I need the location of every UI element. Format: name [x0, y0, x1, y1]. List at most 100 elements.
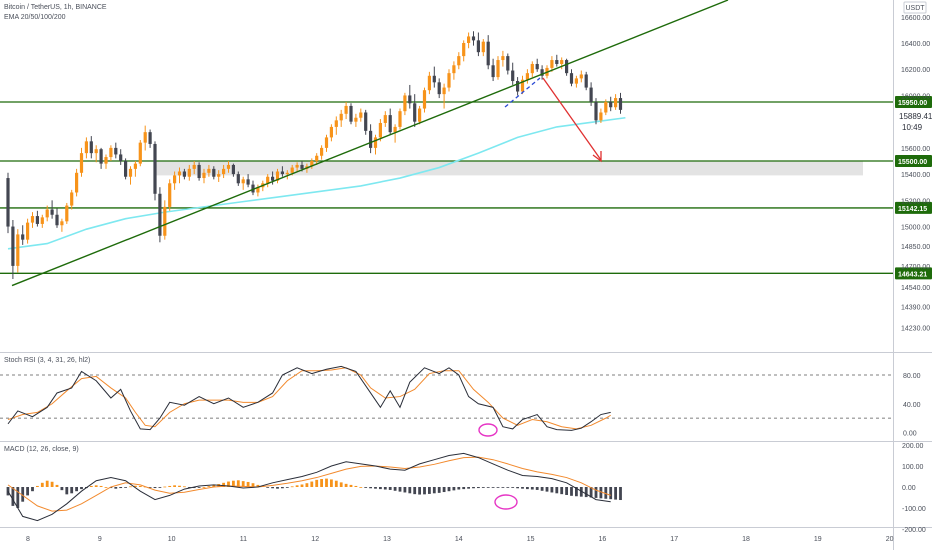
arrow-line	[542, 77, 602, 161]
macd-histogram-bar	[369, 487, 372, 489]
macd-histogram-bar	[599, 487, 603, 499]
candle-body	[128, 168, 133, 177]
macd-histogram-bar	[364, 487, 368, 488]
current-price-tag: 15889.41 10:49	[895, 109, 932, 133]
macd-histogram-bar	[584, 487, 588, 498]
macd-histogram-bar	[521, 487, 524, 489]
candle-body	[511, 70, 515, 82]
candle-body	[285, 172, 289, 175]
candle-body	[599, 112, 603, 121]
candle-body	[614, 98, 618, 108]
candle-body	[491, 65, 495, 78]
macd-histogram-bar	[442, 487, 446, 493]
legend-ema[interactable]: EMA 20/50/100/200	[4, 14, 66, 21]
price-tick-label: 14850.00	[901, 244, 930, 251]
candle-body	[256, 187, 260, 193]
macd-histogram-bar	[114, 487, 118, 489]
macd-histogram-bar	[207, 486, 211, 487]
legend-macd[interactable]: MACD (12, 26, close, 9)	[4, 446, 79, 453]
candle-body	[79, 153, 84, 173]
candle-body	[364, 112, 368, 131]
macd-histogram-bar	[285, 487, 289, 488]
macd-histogram-bar	[148, 487, 152, 488]
candle-body	[231, 164, 235, 175]
candle-body	[579, 74, 583, 79]
candle-body	[300, 164, 304, 169]
macd-signal-line	[7, 456, 611, 512]
candle-body	[432, 75, 436, 83]
candle-body	[158, 193, 162, 236]
macd-histogram-bar	[168, 485, 172, 487]
support-resistance-levels[interactable]: 15950.00 15500.00 15142.15 14643.21	[0, 96, 932, 280]
macd-histogram-bar	[310, 481, 314, 487]
currency-badge[interactable]: USDT	[903, 1, 927, 14]
candle-body	[442, 87, 446, 95]
macd-histogram-bar	[393, 487, 397, 491]
candle-body	[21, 234, 25, 240]
macd-histogram-bar	[290, 486, 294, 488]
time-tick-label: 15	[527, 536, 535, 543]
price-axis[interactable]: 16600.0016400.0016200.0016000.0015800.00…	[901, 15, 930, 333]
legend-stoch-rsi[interactable]: Stoch RSI (3, 4, 31, 26, hl2)	[4, 357, 91, 364]
macd-histogram-bar	[271, 487, 274, 489]
level-tag	[895, 267, 932, 280]
current-price-label: 15889.41	[899, 112, 932, 121]
candle-body	[471, 36, 476, 41]
candle-body	[40, 217, 44, 224]
macd-histogram-bar	[276, 487, 279, 489]
candle-body	[530, 63, 534, 74]
candle-body	[427, 75, 431, 91]
candle-body	[251, 184, 255, 193]
candle-body	[138, 142, 142, 164]
candle-body	[241, 179, 245, 184]
candle-body	[84, 141, 88, 154]
candle-body	[271, 176, 275, 181]
candle-body	[246, 179, 250, 185]
macd-histogram-bar	[477, 487, 480, 489]
candle-body	[207, 168, 211, 173]
macd-histogram-bar	[428, 487, 431, 494]
macd-histogram-bar	[134, 485, 137, 487]
currency-label: USDT	[905, 5, 925, 12]
candle-body	[295, 164, 299, 168]
time-tick-label: 12	[311, 536, 319, 543]
macd-histogram-bar	[506, 487, 510, 488]
price-tick-label: 14700.00	[901, 264, 930, 271]
candle-body	[540, 69, 544, 76]
macd-histogram-bar	[45, 480, 49, 487]
time-tick-label: 19	[814, 536, 822, 543]
macd-histogram-bar	[579, 487, 583, 497]
macd-histogram-bar	[339, 482, 343, 487]
macd-histogram-bar	[540, 487, 544, 491]
candle-body	[525, 73, 529, 80]
time-axis[interactable]: 8 9 10 11 12 13 14 15 16 17 18 19 20	[26, 536, 894, 543]
candle-body	[457, 56, 461, 66]
macd-histogram-bar	[432, 487, 436, 494]
candle-body	[604, 102, 608, 113]
macd-histogram-bar	[50, 481, 54, 487]
macd-histogram-bar	[183, 486, 186, 488]
candle-body	[486, 41, 490, 66]
drawings[interactable]	[11, 0, 729, 287]
legend-symbol[interactable]: Bitcoin / TetherUS, 1h, BINANCE	[4, 4, 107, 11]
macd-tick-label: 0.00	[902, 485, 916, 492]
level-tag	[895, 201, 932, 214]
macd-pane	[6, 452, 622, 522]
candle-body	[114, 147, 118, 155]
macd-axis: 200.00 100.00 0.00 -100.00 -200.00	[902, 443, 926, 534]
macd-histogram-bar	[491, 487, 495, 488]
time-tick-label: 16	[599, 536, 607, 543]
level-tag	[895, 96, 932, 108]
stoch-axis: 80.00 40.00 0.00	[903, 373, 921, 438]
macd-histogram-bar	[530, 487, 534, 490]
macd-histogram-bar	[187, 487, 191, 488]
macd-histogram-bar	[604, 487, 608, 499]
candle-body	[506, 56, 510, 71]
macd-histogram-bar	[379, 487, 382, 490]
candle-body	[16, 234, 20, 266]
candle-body	[192, 164, 196, 169]
macd-tick-label: 200.00	[902, 443, 924, 450]
macd-tick-label: -200.00	[902, 527, 926, 534]
macd-histogram-bar	[40, 482, 44, 487]
